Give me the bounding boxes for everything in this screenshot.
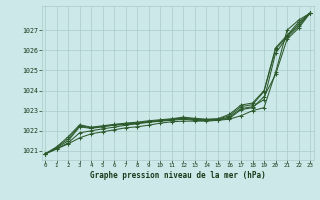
X-axis label: Graphe pression niveau de la mer (hPa): Graphe pression niveau de la mer (hPa) [90,171,266,180]
